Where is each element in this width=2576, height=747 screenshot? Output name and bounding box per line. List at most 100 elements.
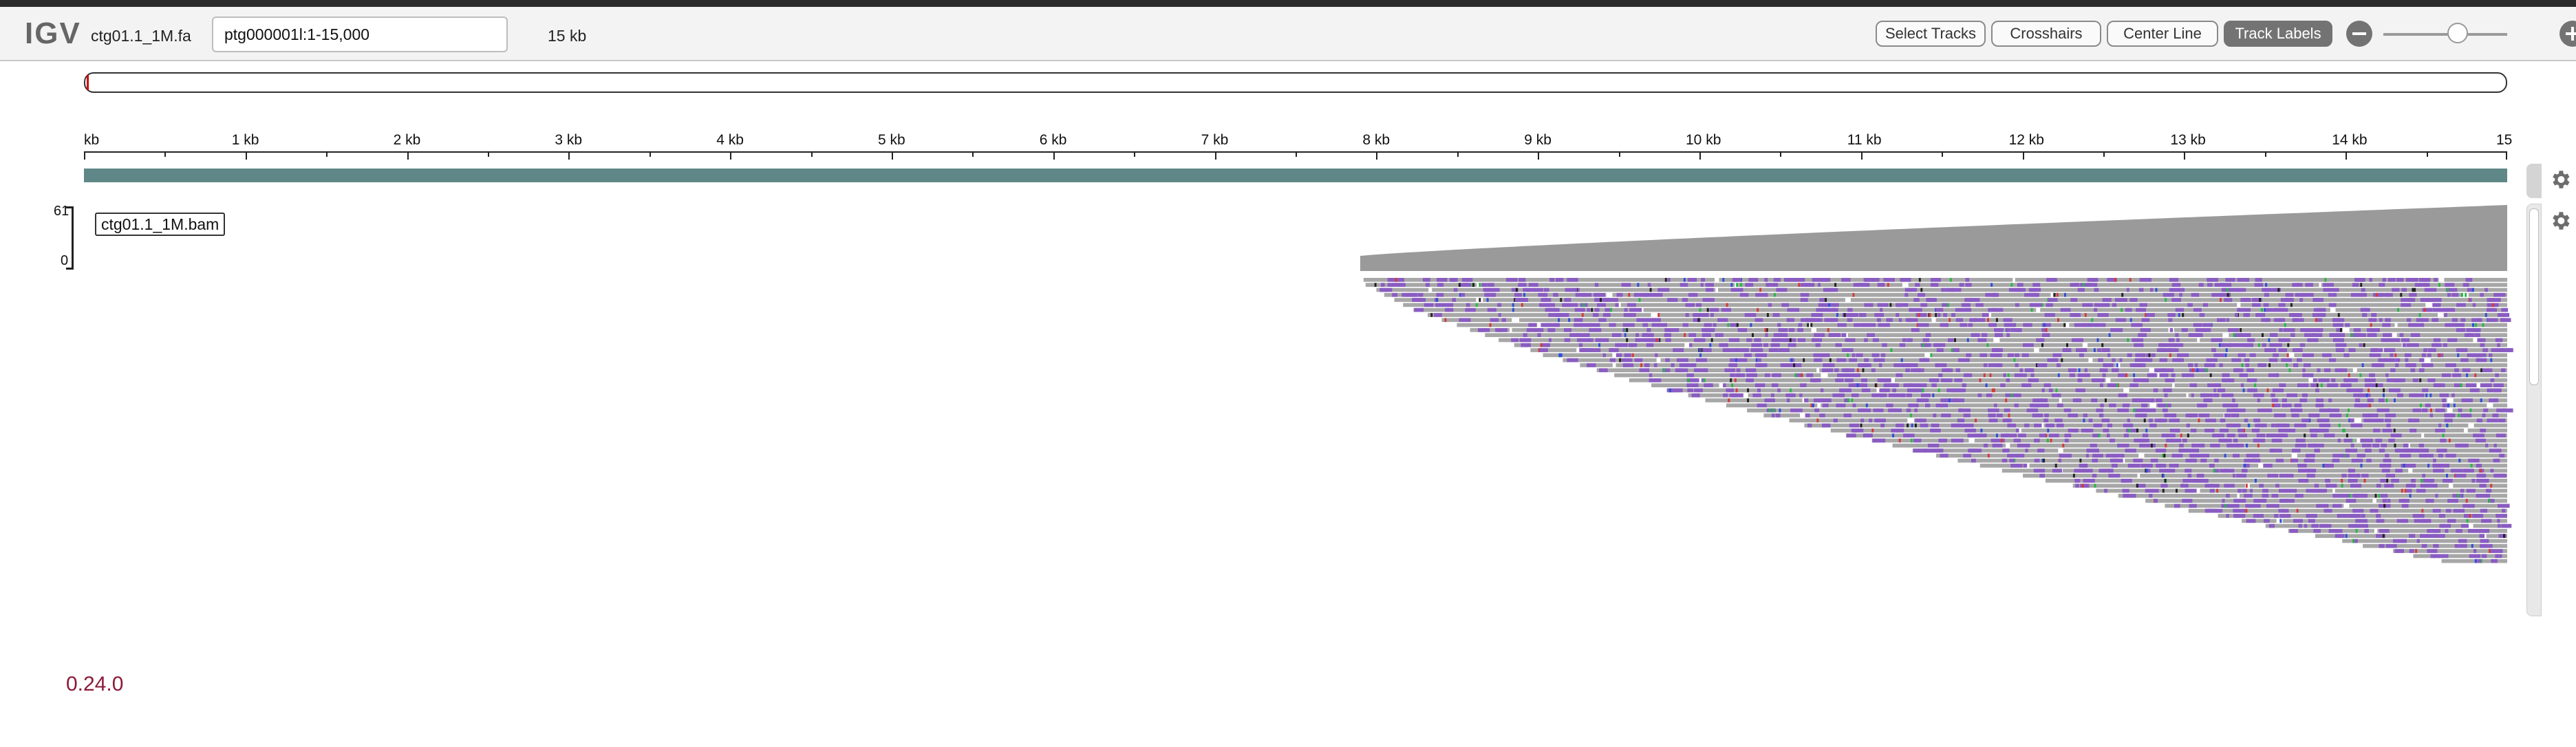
mismatch-mark <box>1703 368 1708 373</box>
read-row[interactable] <box>1688 393 2507 398</box>
chromosome-ideogram[interactable] <box>84 72 2507 93</box>
mismatch-mark <box>2251 429 2260 433</box>
mismatch-mark <box>2056 292 2059 297</box>
read-row[interactable] <box>1428 313 2507 317</box>
mismatch-mark <box>2387 278 2396 282</box>
read-row[interactable] <box>1384 292 2507 297</box>
mismatch-mark <box>2091 398 2098 402</box>
mismatch-mark <box>1977 338 1987 343</box>
mismatch-mark <box>2352 508 2364 513</box>
mismatch-mark <box>2435 493 2438 498</box>
read-row[interactable] <box>1936 453 2507 458</box>
read-row[interactable] <box>1912 448 2507 453</box>
read-row[interactable] <box>2342 539 2507 543</box>
read-row[interactable] <box>2393 549 2507 553</box>
sequence-track-gear-icon[interactable] <box>2548 168 2572 191</box>
mismatch-mark <box>1649 338 1660 343</box>
crosshairs-button[interactable]: Crosshairs <box>1991 21 2101 47</box>
read-row[interactable] <box>1470 328 2507 332</box>
read-row[interactable] <box>1563 358 2507 362</box>
mismatch-mark <box>2469 554 2481 559</box>
mismatch-mark <box>2269 343 2275 347</box>
mismatch-mark <box>2064 292 2066 297</box>
mismatch-mark <box>1642 292 1655 297</box>
read-row[interactable] <box>1514 343 2507 347</box>
mismatch-mark <box>2145 429 2148 433</box>
read-row[interactable] <box>1830 429 2507 433</box>
mismatch-mark <box>2444 313 2447 317</box>
read-row[interactable] <box>2242 519 2507 523</box>
read-row[interactable] <box>2096 488 2507 493</box>
mismatch-mark <box>2277 288 2280 292</box>
mismatch-mark <box>1706 288 1714 292</box>
read-row[interactable] <box>2265 523 2507 528</box>
select-tracks-button[interactable]: Select Tracks <box>1876 21 1986 47</box>
center-line-button[interactable]: Center Line <box>2107 21 2218 47</box>
read-row[interactable] <box>1614 373 2507 378</box>
read-row[interactable] <box>2413 554 2508 559</box>
read-row[interactable] <box>2145 499 2507 503</box>
coverage-histogram[interactable] <box>1360 205 2507 271</box>
read-row[interactable] <box>1394 298 2508 302</box>
sequence-track[interactable] <box>84 169 2507 182</box>
read-row[interactable] <box>1403 303 2507 307</box>
plus-icon[interactable] <box>2559 21 2576 47</box>
mismatch-mark <box>1943 313 1947 317</box>
mismatch-mark <box>2451 393 2455 398</box>
genomic-ruler[interactable]: kb 1 kb 2 kb 3 kb 4 kb 5 kb 6 kb 7 kb 8 kb 9 kb 10… <box>84 124 2512 160</box>
mismatch-mark <box>1864 278 1869 282</box>
alignment-track-gear-icon[interactable] <box>2548 209 2572 232</box>
read-row[interactable] <box>2288 529 2507 533</box>
mismatch-mark <box>1908 363 1918 367</box>
zoom-slider[interactable] <box>2383 33 2507 36</box>
read-row[interactable] <box>1957 458 2507 463</box>
genome-label[interactable]: ctg01.1_1M.fa <box>91 27 191 45</box>
mismatch-mark <box>1864 303 1874 307</box>
track-labels-button[interactable]: Track Labels <box>2224 21 2332 47</box>
mismatch-mark <box>2408 363 2416 367</box>
read-row[interactable] <box>1871 438 2507 443</box>
read-row[interactable] <box>2046 479 2507 483</box>
mismatch-mark <box>2442 398 2446 402</box>
read-row[interactable] <box>1726 403 2507 408</box>
mismatch-mark <box>2421 479 2423 483</box>
zoom-slider-thumb[interactable] <box>2447 23 2468 43</box>
mismatch-mark <box>1861 388 1871 393</box>
mismatch-mark <box>2052 353 2062 358</box>
reads-pileup[interactable] <box>1363 278 2513 563</box>
read-row[interactable] <box>2001 468 2507 473</box>
mismatch-mark <box>1931 423 1940 428</box>
read-row[interactable] <box>2023 473 2507 478</box>
mismatch-mark <box>2394 398 2396 402</box>
mismatch-mark <box>1945 368 1950 373</box>
read-row[interactable] <box>1666 388 2508 393</box>
mismatch-mark <box>2169 464 2179 468</box>
mismatch-mark <box>2405 358 2409 362</box>
read-gap <box>2468 423 2474 428</box>
locus-search-input[interactable] <box>212 17 508 52</box>
read-row[interactable] <box>1629 378 2507 382</box>
read-row[interactable] <box>2118 493 2507 498</box>
read-row[interactable] <box>1651 383 2507 387</box>
mismatch-mark <box>1834 307 1838 312</box>
mismatch-mark <box>1790 388 1792 393</box>
alignment-track-scrollbar[interactable] <box>2526 204 2542 616</box>
sequence-track-scrollbar[interactable] <box>2526 164 2542 198</box>
mismatch-mark <box>1487 283 1494 287</box>
read-row[interactable] <box>2072 484 2507 488</box>
read-row[interactable] <box>1789 418 2508 423</box>
read-row[interactable] <box>1530 348 2507 352</box>
mismatch-mark <box>1511 288 1518 292</box>
mismatch-mark <box>2052 468 2063 473</box>
read-row[interactable] <box>1596 368 2507 373</box>
read-row[interactable] <box>1457 323 2507 327</box>
mismatch-mark <box>1844 398 1849 402</box>
read-row[interactable] <box>1499 338 2507 343</box>
minus-icon[interactable] <box>2346 21 2372 47</box>
read-row[interactable] <box>1845 433 2507 437</box>
read-row[interactable] <box>2188 508 2507 513</box>
alignment-track-scroll-thumb[interactable] <box>2529 208 2539 385</box>
read-row[interactable] <box>2441 559 2507 563</box>
mismatch-mark <box>2189 504 2197 508</box>
